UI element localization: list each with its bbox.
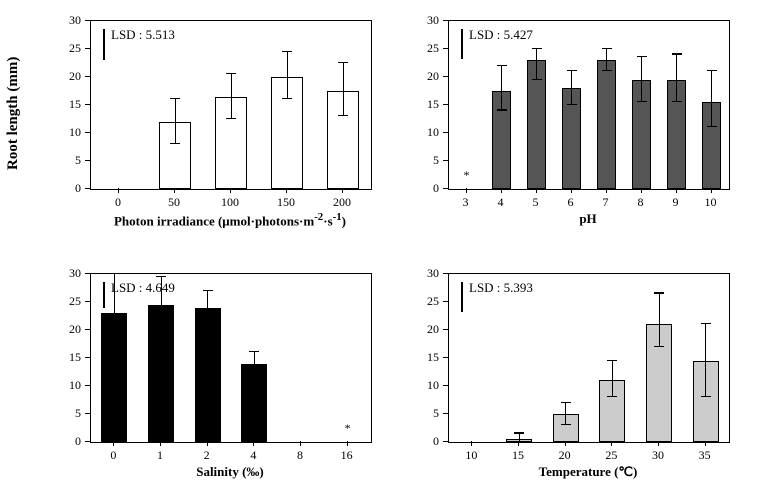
- lsd-bar: [461, 29, 463, 59]
- y-tick-label: 20: [419, 322, 439, 337]
- y-tick-label: 25: [61, 294, 81, 309]
- x-tick-label: 10: [705, 195, 717, 210]
- panel-photon: LSD : 5.513 0 5 10 15 20 25 30 0 50 100 150 200Photo…: [60, 12, 392, 235]
- y-tick-label: 0: [419, 434, 439, 449]
- y-tick-label: 10: [419, 125, 439, 140]
- lsd-label: LSD : 4.649: [111, 280, 175, 296]
- x-tick-label: 25: [605, 448, 617, 463]
- x-tick-label: 20: [559, 448, 571, 463]
- y-tick-label: 10: [61, 378, 81, 393]
- plot-area: LSD : 5.513: [90, 20, 372, 190]
- error-bar: [612, 361, 613, 397]
- x-tick-label: 2: [204, 448, 210, 463]
- lsd-label: LSD : 5.513: [111, 27, 175, 43]
- error-bar: [175, 99, 176, 144]
- y-tick-label: 0: [419, 181, 439, 196]
- x-axis-label: pH: [448, 211, 728, 227]
- x-tick-label: 6: [568, 195, 574, 210]
- y-tick-label: 20: [61, 69, 81, 84]
- error-bar: [641, 57, 642, 102]
- error-bar: [501, 66, 502, 111]
- x-tick-label: 7: [603, 195, 609, 210]
- x-tick-label: 0: [115, 195, 121, 210]
- y-tick-label: 15: [419, 350, 439, 365]
- y-tick-label: 30: [61, 266, 81, 281]
- error-bar: [606, 49, 607, 71]
- error-bar: [343, 63, 344, 116]
- y-tick-label: 25: [61, 41, 81, 56]
- lsd-bar: [103, 282, 105, 308]
- y-tick-label: 0: [61, 434, 81, 449]
- lsd-bar: [461, 282, 463, 312]
- x-tick-label: 3: [463, 195, 469, 210]
- plot-area: * LSD : 4.649: [90, 273, 372, 443]
- y-tick-label: 20: [419, 69, 439, 84]
- x-tick-label: 50: [168, 195, 180, 210]
- x-tick-label: 200: [333, 195, 351, 210]
- error-bar: [571, 71, 572, 105]
- y-tick-label: 5: [419, 153, 439, 168]
- bar: [195, 308, 221, 442]
- y-axis-label: Root length (mm): [5, 57, 22, 170]
- y-tick-label: 0: [61, 181, 81, 196]
- lsd-label: LSD : 5.427: [469, 27, 533, 43]
- bar: [597, 60, 617, 189]
- panel-ph: *LSD : 5.427051015202530345678910pH: [418, 12, 750, 235]
- x-tick-label: 1: [157, 448, 163, 463]
- x-tick-label: 16: [341, 448, 353, 463]
- x-tick-label: 8: [297, 448, 303, 463]
- annotation-star: *: [464, 168, 470, 183]
- y-tick-label: 30: [61, 13, 81, 28]
- panel-temp: LSD : 5.393 0 5 10 15 20 25 30 10 15 20 25 30 35Tempe…: [418, 265, 750, 488]
- y-tick-label: 5: [61, 153, 81, 168]
- x-tick-label: 0: [110, 448, 116, 463]
- lsd-bar: [103, 29, 105, 60]
- x-tick-label: 4: [498, 195, 504, 210]
- y-tick-label: 30: [419, 266, 439, 281]
- y-tick-label: 5: [61, 406, 81, 421]
- error-bar: [207, 291, 208, 325]
- error-bar: [705, 324, 706, 397]
- error-bar: [536, 49, 537, 80]
- x-axis-label: Temperature (℃): [448, 464, 728, 480]
- error-bar: [565, 403, 566, 425]
- y-tick-label: 15: [419, 97, 439, 112]
- y-tick-label: 15: [61, 350, 81, 365]
- error-bar: [254, 352, 255, 374]
- annotation-star: *: [345, 421, 351, 436]
- y-tick-label: 10: [419, 378, 439, 393]
- x-tick-label: 10: [465, 448, 477, 463]
- panel-salinity: * LSD : 4.649 0 5 10 15 20 25 30 0 1 2 4 8 16Salinity …: [60, 265, 392, 488]
- x-tick-label: 9: [673, 195, 679, 210]
- x-tick-label: 15: [512, 448, 524, 463]
- x-tick-label: 8: [638, 195, 644, 210]
- y-tick-label: 25: [419, 294, 439, 309]
- panel-grid: LSD : 5.513051015202530050100150200Photo…: [60, 12, 750, 488]
- bar: [241, 364, 267, 442]
- x-tick-label: 35: [699, 448, 711, 463]
- y-tick-label: 5: [419, 406, 439, 421]
- error-bar: [711, 71, 712, 127]
- y-tick-label: 30: [419, 13, 439, 28]
- lsd-label: LSD : 5.393: [469, 280, 533, 296]
- y-tick-label: 20: [61, 322, 81, 337]
- x-tick-label: 30: [652, 448, 664, 463]
- x-tick-label: 4: [250, 448, 256, 463]
- plot-area: LSD : 5.393: [448, 273, 730, 443]
- x-tick-label: 100: [221, 195, 239, 210]
- error-bar: [659, 294, 660, 347]
- error-bar: [676, 55, 677, 103]
- y-tick-label: 15: [61, 97, 81, 112]
- plot-area: * LSD : 5.427: [448, 20, 730, 190]
- y-tick-label: 10: [61, 125, 81, 140]
- x-axis-label: Photon irradiance (μmol·photons·m-2·s-1): [90, 211, 370, 229]
- error-bar: [287, 52, 288, 100]
- x-axis-label: Salinity (‰): [90, 464, 370, 480]
- error-bar: [231, 74, 232, 119]
- x-tick-label: 150: [277, 195, 295, 210]
- figure: Root length (mm) LSD : 5.513051015202530…: [0, 0, 759, 500]
- y-tick-label: 25: [419, 41, 439, 56]
- x-tick-label: 5: [533, 195, 539, 210]
